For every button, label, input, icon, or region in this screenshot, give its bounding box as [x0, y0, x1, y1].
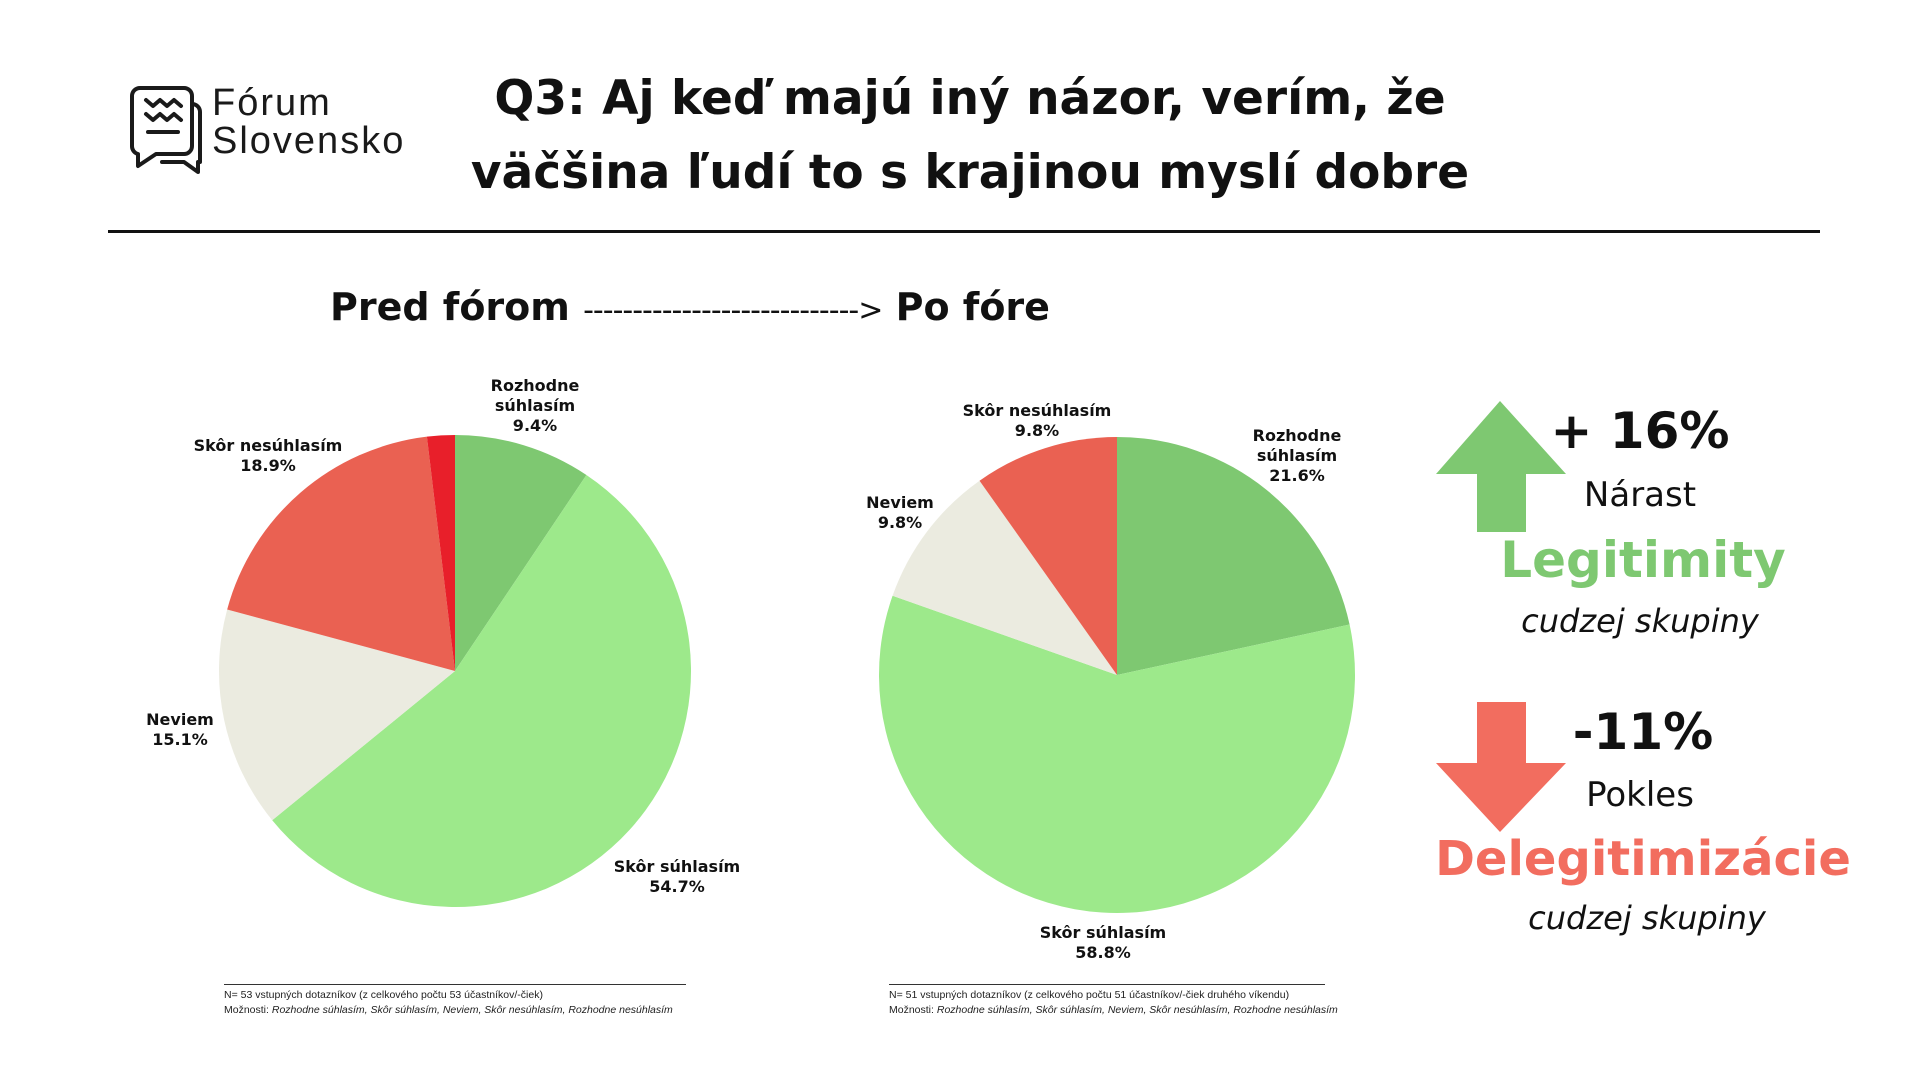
slice-label: Skôr súhlasím 58.8%	[1040, 923, 1166, 963]
slice-label-name: Skôr nesúhlasím	[962, 401, 1112, 420]
slice-label-value: 15.1%	[152, 730, 208, 749]
options-list: Rozhodne súhlasím, Skôr súhlasím, Neviem…	[271, 1004, 673, 1016]
footnote-after: N= 51 vstupných dotazníkov (z celkového …	[889, 984, 1338, 1018]
logo-line1: Fórum	[212, 82, 332, 124]
increase-value: + 16%	[1550, 402, 1730, 460]
increase-sub: cudzej skupiny	[1521, 602, 1759, 640]
slice-label-value: 9.8%	[1014, 421, 1060, 440]
page-title: Q3: Aj keď majú iný názor, verím, že väč…	[420, 62, 1520, 210]
slice-label: Skôr nesúhlasím 9.8%	[963, 401, 1112, 441]
footnote-options: Možnosti: Rozhodne súhlasím, Skôr súhlas…	[889, 1003, 1338, 1018]
after-label: Po fóre	[895, 285, 1050, 329]
pie-slice-skôr-súhlasím	[879, 595, 1355, 913]
slice-label-name: Neviem	[146, 710, 214, 729]
footnote-rule	[224, 984, 686, 985]
footnote-options: Možnosti: Rozhodne súhlasím, Skôr súhlas…	[224, 1003, 686, 1018]
footnote-n: N= 53 vstupných dotazníkov (z celkového …	[224, 989, 543, 1001]
pie-slice-rozhodne-súhlasím	[1117, 437, 1350, 675]
pie-slice-rozhodne-súhlasím	[455, 435, 587, 671]
decrease-word: Pokles	[1586, 775, 1694, 815]
decrease-value: -11%	[1572, 703, 1714, 761]
pie-slice-neviem	[218, 609, 455, 821]
slice-label-value: 18.9%	[240, 456, 296, 475]
before-label: Pred fórom	[330, 285, 570, 329]
slice-label-value: 9.4%	[512, 416, 558, 435]
divider	[108, 230, 1820, 233]
increase-word: Nárast	[1583, 475, 1697, 515]
slice-label: Skôr súhlasím 54.7%	[614, 857, 740, 897]
slice-label-value: 58.8%	[1075, 943, 1131, 962]
footnote-rule	[889, 984, 1325, 985]
options-label: Možnosti:	[889, 1004, 937, 1016]
slice-label-name: Rozhodne súhlasím	[1252, 426, 1342, 465]
pie-slice-rozhodne-nesúhlasím	[426, 435, 455, 671]
slice-label-value: 9.8%	[877, 513, 923, 532]
pie-slice-skôr-nesúhlasím	[979, 437, 1117, 675]
footnote-before: N= 53 vstupných dotazníkov (z celkového …	[224, 984, 686, 1018]
slice-label: Rozhodne súhlasím 9.4%	[491, 376, 580, 436]
slice-label: Neviem 9.8%	[866, 493, 934, 533]
slice-label: Rozhodne súhlasím 21.6%	[1253, 426, 1342, 486]
pie-chart-before	[218, 435, 692, 908]
decrease-keyword: Delegitimizácie	[1435, 831, 1851, 887]
pie-slice-skôr-súhlasím	[272, 474, 692, 908]
slice-label: Neviem 15.1%	[146, 710, 214, 750]
decrease-sub: cudzej skupiny	[1528, 899, 1766, 937]
slice-label-name: Skôr súhlasím	[1039, 923, 1167, 942]
arrow-up-icon	[1436, 401, 1566, 532]
slice-label-name: Rozhodne súhlasím	[490, 376, 580, 415]
options-list: Rozhodne súhlasím, Skôr súhlasím, Neviem…	[936, 1004, 1338, 1016]
title-line2: väčšina ľudí to s krajinou myslí dobre	[470, 145, 1470, 200]
arrow-down-icon	[1436, 702, 1566, 832]
slice-label-name: Skôr nesúhlasím	[193, 436, 343, 455]
increase-keyword: Legitimity	[1500, 531, 1786, 589]
pie-chart-after	[879, 437, 1355, 913]
slice-label-value: 54.7%	[649, 877, 705, 896]
slice-label-name: Skôr súhlasím	[613, 857, 741, 876]
options-label: Možnosti:	[224, 1004, 272, 1016]
slice-label-value: 21.6%	[1269, 466, 1325, 485]
slice-label-name: Neviem	[866, 493, 934, 512]
title-line1: Q3: Aj keď majú iný názor, verím, že	[494, 71, 1446, 126]
logo-line2: Slovensko	[212, 120, 406, 162]
pie-slice-neviem	[892, 480, 1117, 675]
footnote-n: N= 51 vstupných dotazníkov (z celkového …	[889, 989, 1290, 1001]
before-after-heading: Pred fórom ---------------------------->…	[330, 285, 1050, 329]
logo: Fórum Slovensko	[212, 84, 405, 160]
slice-label: Skôr nesúhlasím 18.9%	[194, 436, 343, 476]
logo-icon	[130, 86, 202, 174]
pie-slice-skôr-nesúhlasím	[227, 436, 455, 671]
flow-arrow: ---------------------------->	[583, 293, 883, 328]
